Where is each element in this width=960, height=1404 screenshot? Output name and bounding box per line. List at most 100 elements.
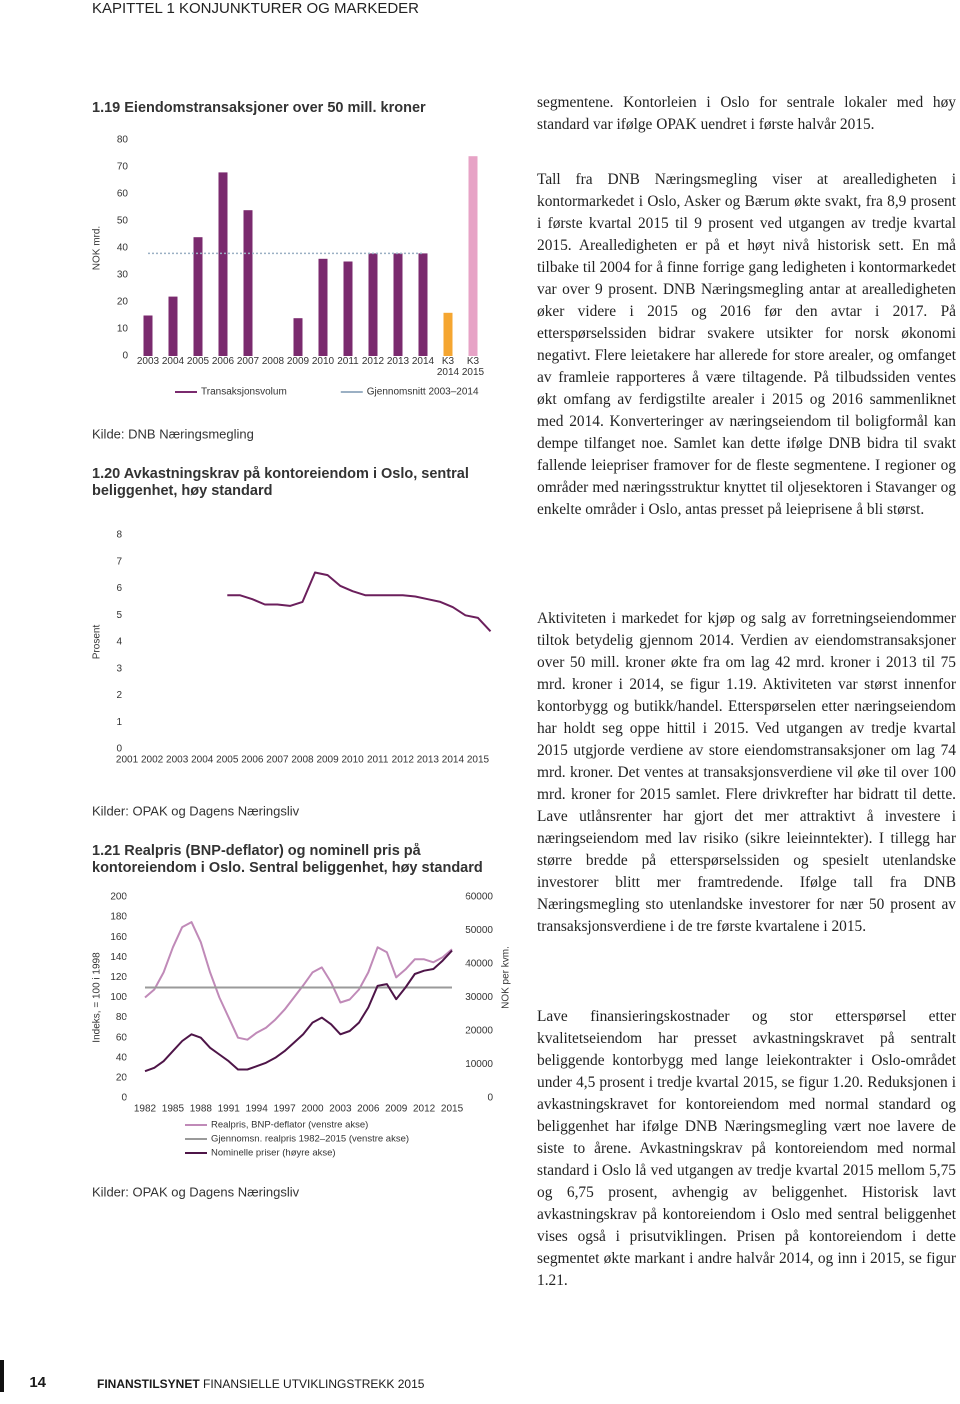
x-tick-label: 1994: [246, 1104, 269, 1115]
y-tick-label: 2: [116, 690, 122, 701]
x-tick-label-box: 2004: [162, 356, 184, 367]
y-tick-label: 60: [116, 1032, 128, 1043]
y-axis-label: NOK mrd.: [92, 226, 103, 270]
x-tick-label: 2014: [411, 356, 435, 367]
x-tick-label: 2009: [316, 755, 339, 766]
x-tick-label: 2009: [385, 1104, 408, 1115]
y-tick-label: 20: [117, 297, 129, 308]
x-tick-label-box: K3 2015: [462, 356, 484, 378]
y-tick-label: 120: [110, 972, 127, 983]
paragraph: Lave finansieringskostnader og stor ette…: [537, 1008, 956, 1289]
publication: FINANSIELLE UTVIKLINGSTREKK 2015: [203, 1377, 425, 1391]
chart-title: 1.19 Eiendomstransaksjoner over 50 mill.…: [92, 100, 426, 116]
series-line: [144, 921, 453, 1041]
y2-axis-label: NOK per kvm.: [501, 946, 512, 1009]
bar: [168, 296, 178, 356]
y-tick-label: 3: [116, 663, 122, 674]
x-tick-label: 2010: [342, 755, 365, 766]
x-tick-label: 2013: [417, 755, 440, 766]
legend-label: Gjennomsn. realpris 1982–2015 (venstre a…: [211, 1134, 409, 1145]
y2-tick-label: 60000: [465, 892, 493, 903]
x-tick-label-box: 2007: [236, 356, 260, 367]
x-tick-label: 2004: [191, 755, 214, 766]
legend-label: Transaksjonsvolum: [201, 387, 287, 398]
y-tick-label: 60: [117, 189, 129, 200]
chart-title: 1.21 Realpris (BNP-deflator) og nominell…: [92, 843, 483, 876]
x-tick-label: 2011: [367, 755, 389, 766]
y2-tick-label: 10000: [465, 1059, 493, 1070]
y-tick-label: 20: [116, 1073, 128, 1084]
x-tick-label: 2006: [357, 1104, 380, 1115]
bar: [393, 253, 403, 356]
bar: [243, 210, 253, 356]
x-tick-label-box: 2010: [311, 356, 335, 367]
y-tick-label: 80: [117, 135, 129, 146]
bar: [418, 253, 428, 356]
x-tick-label: 2008: [261, 356, 285, 367]
legend-label: Nominelle priser (høyre akse): [211, 1148, 336, 1159]
x-tick-label-box: 2008: [261, 356, 285, 367]
x-tick-label: 2006: [211, 356, 235, 367]
y-tick-label: 200: [110, 892, 127, 903]
x-tick-label: 1997: [273, 1104, 296, 1115]
paragraph: Aktiviteten i markedet for kjøp og salg …: [537, 610, 956, 935]
y-tick-label: 1: [116, 717, 122, 728]
x-tick-label: 2012: [413, 1104, 436, 1115]
x-tick-label-box: 2003: [136, 356, 160, 367]
x-tick-label: 2003: [329, 1104, 352, 1115]
x-tick-label: K3 2014: [436, 356, 460, 378]
y-tick-label: 10: [117, 324, 129, 335]
x-tick-label-box: 2012: [361, 356, 385, 367]
x-tick-label: 2008: [291, 755, 314, 766]
chart-title-box: 1.20 Avkastningskrav på kontoreiendom i …: [92, 466, 469, 499]
x-tick-label: 2003: [136, 356, 160, 367]
y-axis-label: Indeks, = 100 i 1998: [92, 952, 103, 1043]
chart-title-box: 1.19 Eiendomstransaksjoner over 50 mill.…: [92, 100, 426, 116]
x-tick-label: 2001: [116, 755, 139, 766]
x-tick-label-box: 2009: [287, 356, 309, 367]
y-tick-label: 160: [110, 932, 127, 943]
x-tick-label: 2010: [311, 356, 335, 367]
x-tick-label: 2011: [337, 356, 359, 367]
x-tick-label: 2002: [141, 755, 164, 766]
figures: 1.19 Eiendomstransaksjoner over 50 mill.…: [92, 100, 512, 1199]
y-tick-label: 180: [110, 912, 127, 923]
x-tick-label: 1982: [134, 1104, 157, 1115]
bar: [468, 156, 478, 356]
x-tick-label: 2005: [216, 755, 239, 766]
x-tick-label-box: 2005: [186, 356, 210, 367]
x-tick-label-box: 2013: [386, 356, 410, 367]
x-tick-label: 2006: [241, 755, 264, 766]
x-tick-label: 2003: [166, 755, 189, 766]
series-line: [227, 571, 492, 632]
x-tick-label: 2012: [361, 356, 385, 367]
y-tick-label: 4: [116, 637, 122, 648]
bar: [443, 312, 453, 356]
chart-title-box: 1.21 Realpris (BNP-deflator) og nominell…: [92, 843, 483, 876]
source: Kilde: DNB Næringsmegling: [92, 426, 254, 441]
y-tick-label: 8: [116, 530, 122, 541]
y2-tick-label: 50000: [465, 925, 493, 936]
bar: [293, 318, 303, 356]
y-tick-label: 70: [117, 162, 129, 173]
chapter-header: KAPITTEL 1 KONJUNKTURER OG MARKEDER: [92, 0, 419, 17]
x-tick-label: 2007: [236, 356, 260, 367]
page-number: 14: [29, 1374, 46, 1391]
paragraph: segmentene. Kontorleien i Oslo for sentr…: [537, 94, 956, 133]
x-tick-label: 2005: [186, 356, 210, 367]
y2-tick-label: 40000: [465, 959, 493, 970]
x-tick-label: 2007: [266, 755, 289, 766]
y-tick-label: 140: [110, 952, 127, 963]
y-tick-label: 0: [122, 351, 128, 362]
y-tick-label: 6: [116, 583, 122, 594]
bar: [193, 237, 203, 356]
legend-label: Gjennomsnitt 2003–2014: [367, 387, 479, 398]
bar: [218, 172, 228, 356]
x-tick-label: 2012: [392, 755, 415, 766]
x-tick-label-box: 2006: [211, 356, 235, 367]
y-tick-label: 80: [116, 1012, 128, 1023]
paragraph: Tall fra DNB Næringsmegling viser at are…: [537, 171, 956, 518]
x-tick-label: 2013: [386, 356, 410, 367]
legend-label: Realpris, BNP-deflator (venstre akse): [211, 1120, 368, 1131]
x-tick-label: 1985: [162, 1104, 185, 1115]
